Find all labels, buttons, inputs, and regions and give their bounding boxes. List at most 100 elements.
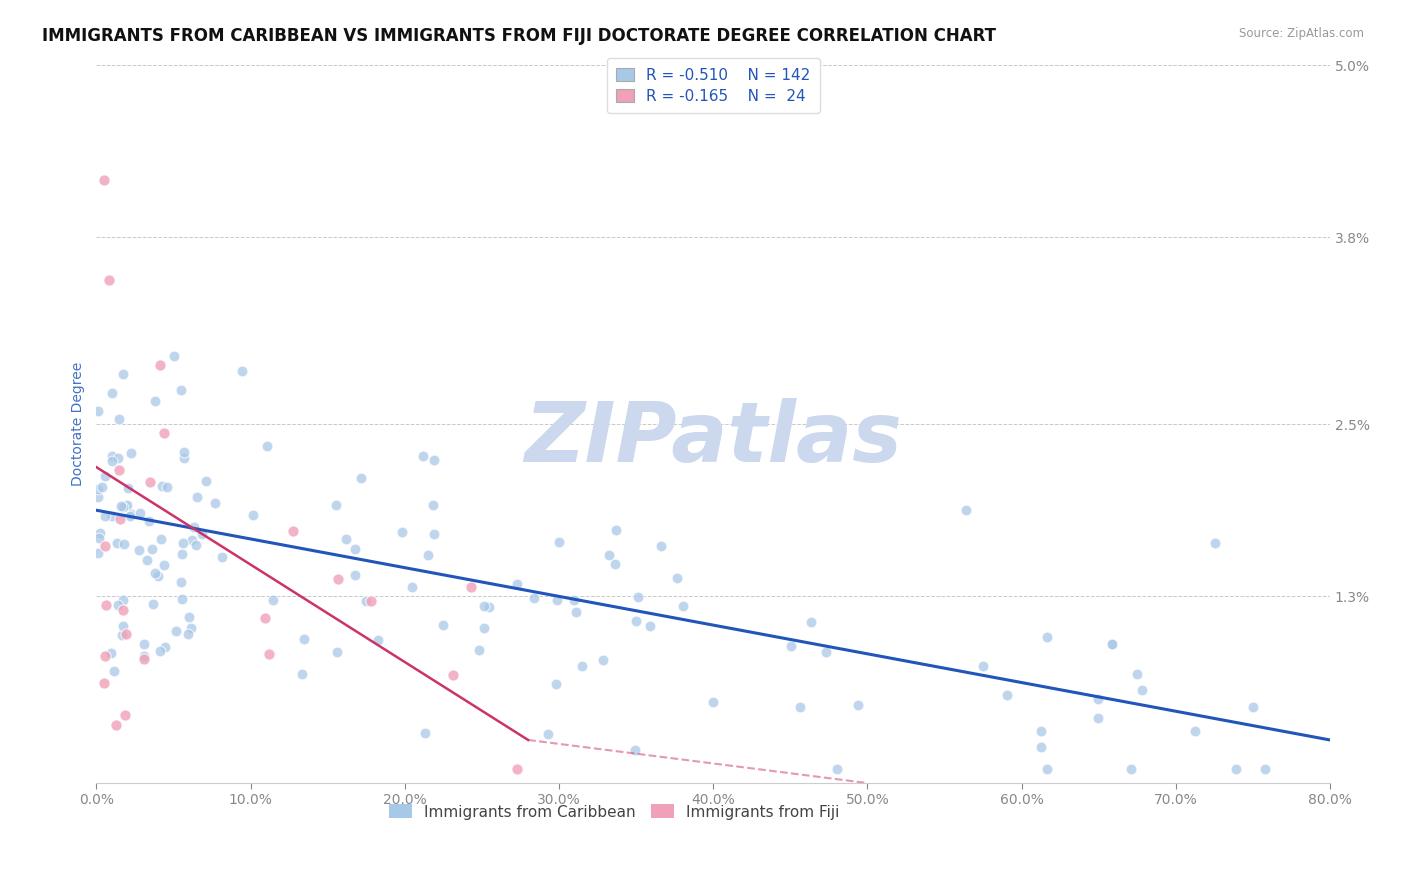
Point <box>972 658 994 673</box>
Point <box>292 632 315 646</box>
Point <box>179 609 201 624</box>
Point <box>87 491 110 505</box>
Point <box>1119 762 1142 776</box>
Point <box>344 542 367 557</box>
Point <box>120 507 142 521</box>
Point <box>114 627 136 641</box>
Point <box>467 643 489 657</box>
Point <box>153 640 176 654</box>
Point <box>825 762 848 776</box>
Point <box>105 718 128 732</box>
Point <box>115 498 138 512</box>
Point <box>100 386 122 401</box>
Point <box>1254 762 1277 776</box>
Point <box>478 600 501 615</box>
Point <box>800 615 823 629</box>
Point <box>153 426 176 441</box>
Point <box>195 474 218 488</box>
Point <box>702 695 724 709</box>
Point <box>117 481 139 495</box>
Point <box>103 664 125 678</box>
Point <box>412 449 434 463</box>
Point <box>605 524 627 538</box>
Point <box>1241 700 1264 714</box>
Point <box>111 628 134 642</box>
Point <box>142 597 165 611</box>
Point <box>108 463 131 477</box>
Point <box>108 412 131 426</box>
Point <box>93 173 115 187</box>
Y-axis label: Doctorate Degree: Doctorate Degree <box>72 362 86 486</box>
Point <box>172 547 194 561</box>
Point <box>128 543 150 558</box>
Point <box>546 593 568 607</box>
Point <box>143 394 166 409</box>
Point <box>441 668 464 682</box>
Point <box>422 498 444 512</box>
Point <box>672 599 695 613</box>
Point <box>789 700 811 714</box>
Point <box>120 508 142 523</box>
Point <box>170 591 193 606</box>
Point <box>172 536 194 550</box>
Point <box>460 580 482 594</box>
Point <box>173 451 195 466</box>
Point <box>1036 762 1059 776</box>
Point <box>110 512 132 526</box>
Point <box>149 358 172 372</box>
Point <box>138 514 160 528</box>
Point <box>354 594 377 608</box>
Point <box>93 676 115 690</box>
Point <box>111 367 134 381</box>
Point <box>391 524 413 539</box>
Point <box>170 574 193 589</box>
Point <box>153 558 176 572</box>
Point <box>523 591 546 605</box>
Point <box>91 480 114 494</box>
Point <box>120 446 142 460</box>
Point <box>472 621 495 635</box>
Point <box>87 546 110 560</box>
Point <box>191 527 214 541</box>
Point <box>204 496 226 510</box>
Point <box>1031 739 1053 754</box>
Point <box>231 364 253 378</box>
Point <box>94 469 117 483</box>
Point <box>170 383 193 397</box>
Point <box>156 480 179 494</box>
Point <box>1087 711 1109 725</box>
Point <box>814 645 837 659</box>
Point <box>326 644 349 658</box>
Point <box>132 652 155 666</box>
Point <box>253 611 276 625</box>
Point <box>107 536 129 550</box>
Point <box>89 525 111 540</box>
Point <box>1225 762 1247 776</box>
Point <box>1204 536 1226 550</box>
Point <box>87 404 110 418</box>
Point <box>650 539 672 553</box>
Point <box>779 639 801 653</box>
Point <box>132 648 155 663</box>
Point <box>350 471 373 485</box>
Point <box>344 568 367 582</box>
Point <box>149 532 172 546</box>
Point <box>135 553 157 567</box>
Point <box>94 648 117 663</box>
Point <box>111 603 134 617</box>
Point <box>114 708 136 723</box>
Point <box>1126 666 1149 681</box>
Point <box>107 598 129 612</box>
Point <box>110 500 132 514</box>
Text: Source: ZipAtlas.com: Source: ZipAtlas.com <box>1239 27 1364 40</box>
Legend: Immigrants from Caribbean, Immigrants from Fiji: Immigrants from Caribbean, Immigrants fr… <box>382 798 846 826</box>
Point <box>423 453 446 467</box>
Point <box>547 535 569 549</box>
Point <box>165 624 187 638</box>
Point <box>180 621 202 635</box>
Point <box>173 445 195 459</box>
Point <box>100 646 122 660</box>
Point <box>626 615 648 629</box>
Point <box>150 479 173 493</box>
Point <box>360 594 382 608</box>
